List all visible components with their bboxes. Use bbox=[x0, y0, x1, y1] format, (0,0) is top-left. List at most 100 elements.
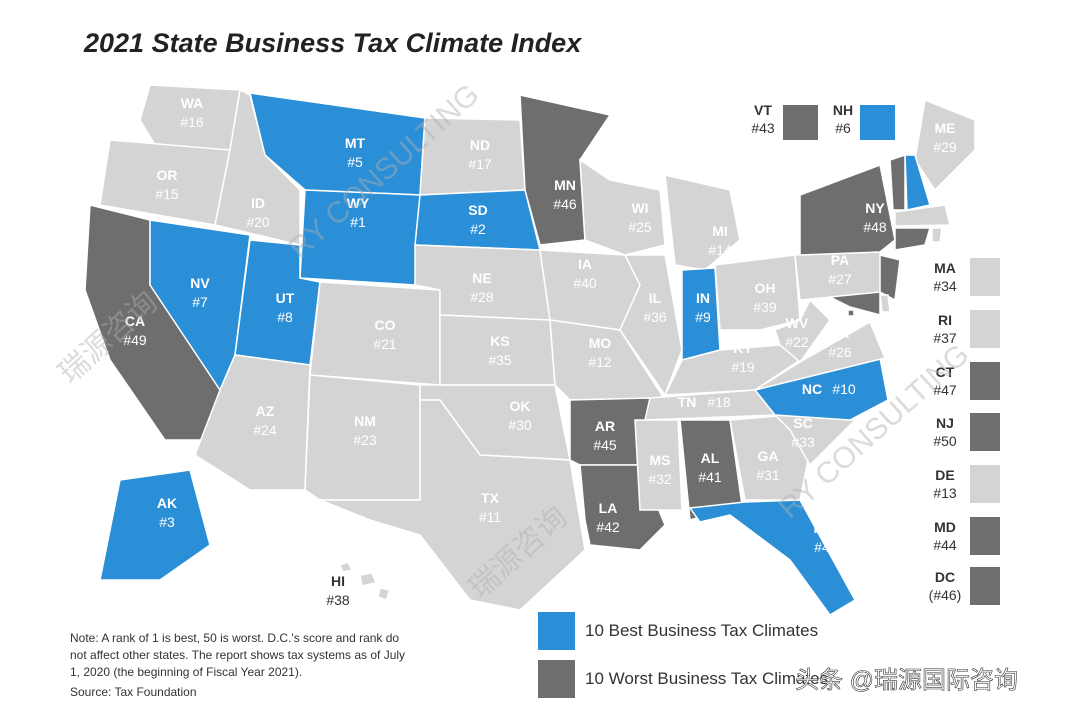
state-rank: #39 bbox=[753, 299, 777, 315]
state-abbr: WV bbox=[786, 315, 809, 331]
state-rank: #5 bbox=[347, 154, 363, 170]
inset-box bbox=[970, 413, 1000, 451]
state-rank: #35 bbox=[488, 352, 512, 368]
state-rank: #27 bbox=[828, 271, 852, 287]
state-abbr: OK bbox=[510, 398, 531, 414]
state-rank: #4 bbox=[814, 539, 830, 555]
note-line: not affect other states. The report show… bbox=[70, 648, 405, 662]
state-rank: #3 bbox=[159, 514, 175, 530]
state-abbr: SC bbox=[793, 415, 812, 431]
inset-box bbox=[970, 258, 1000, 296]
state-rank: #20 bbox=[246, 214, 270, 230]
inset-abbr: NH bbox=[833, 102, 853, 118]
state-rank: #10 bbox=[832, 381, 856, 397]
inset-rank: (#46) bbox=[929, 587, 962, 603]
state-rank: #16 bbox=[180, 114, 204, 130]
state-shape bbox=[879, 254, 901, 302]
state-abbr: WA bbox=[181, 95, 204, 111]
state-rank: #41 bbox=[698, 469, 722, 485]
legend-swatch bbox=[538, 660, 575, 698]
inset-rank: #34 bbox=[933, 278, 957, 294]
inset-box bbox=[860, 105, 895, 140]
state-abbr: KS bbox=[490, 333, 509, 349]
inset-box bbox=[970, 310, 1000, 348]
state-abbr: GA bbox=[758, 448, 779, 464]
state-abbr: ID bbox=[251, 195, 265, 211]
state-shape bbox=[914, 98, 976, 192]
state-shape bbox=[889, 153, 906, 211]
title: 2021 State Business Tax Climate Index bbox=[83, 28, 582, 58]
state-abbr: MO bbox=[589, 335, 612, 351]
source: Source: Tax Foundation bbox=[70, 685, 197, 699]
state-shape bbox=[579, 158, 666, 256]
state-rank: #28 bbox=[470, 289, 494, 305]
state-abbr: OR bbox=[157, 167, 178, 183]
state-shape bbox=[99, 469, 211, 581]
state-abbr: NV bbox=[190, 275, 210, 291]
state-abbr: HI bbox=[331, 573, 345, 589]
state-shape bbox=[339, 561, 392, 601]
state-abbr: NC bbox=[802, 381, 822, 397]
state-abbr: SD bbox=[468, 202, 487, 218]
state-abbr: WI bbox=[631, 200, 648, 216]
note-line: 1, 2020 (the beginning of Fiscal Year 20… bbox=[70, 665, 302, 679]
legend-swatch bbox=[538, 612, 575, 650]
state-shape bbox=[439, 314, 556, 386]
state-shape bbox=[847, 309, 855, 317]
state-rank: #22 bbox=[785, 334, 809, 350]
state-abbr: CO bbox=[375, 317, 396, 333]
inset-abbr: MA bbox=[934, 260, 956, 276]
state-shape bbox=[894, 227, 932, 251]
state-abbr: NY bbox=[865, 200, 885, 216]
state-abbr: MI bbox=[712, 223, 728, 239]
state-abbr: MS bbox=[650, 452, 671, 468]
state-abbr: OH bbox=[755, 280, 776, 296]
state-abbr: UT bbox=[276, 290, 295, 306]
state-abbr: AL bbox=[701, 450, 720, 466]
state-abbr: TX bbox=[481, 490, 500, 506]
state-rank: #14 bbox=[708, 242, 732, 258]
state-abbr: IN bbox=[696, 290, 710, 306]
state-abbr: IA bbox=[578, 256, 592, 272]
state-abbr: AR bbox=[595, 418, 615, 434]
state-rank: #40 bbox=[573, 275, 597, 291]
inset-box bbox=[970, 465, 1000, 503]
state-rank: #32 bbox=[648, 471, 672, 487]
state-shape bbox=[931, 227, 943, 243]
state-abbr: VA bbox=[831, 325, 849, 341]
state-rank: #15 bbox=[155, 186, 179, 202]
state-shape bbox=[194, 354, 311, 491]
inset-box bbox=[970, 567, 1000, 605]
state-abbr: ND bbox=[470, 137, 490, 153]
state-rank: #7 bbox=[192, 294, 208, 310]
state-rank: #31 bbox=[756, 467, 780, 483]
state-rank: #29 bbox=[933, 139, 957, 155]
state-shape bbox=[879, 294, 891, 313]
state-abbr: NM bbox=[354, 413, 376, 429]
inset-abbr: VT bbox=[754, 102, 772, 118]
state-abbr: NE bbox=[472, 270, 491, 286]
inset-abbr: MD bbox=[934, 519, 956, 535]
state-shape bbox=[688, 499, 857, 616]
state-rank: #1 bbox=[350, 214, 366, 230]
state-abbr: MN bbox=[554, 177, 576, 193]
credit: 头条 @瑞源国际咨询 bbox=[795, 667, 1018, 694]
state-abbr: MT bbox=[345, 135, 366, 151]
state-shape bbox=[904, 154, 931, 211]
state-shape bbox=[714, 254, 801, 331]
state-rank: #12 bbox=[588, 354, 612, 370]
state-abbr: TN bbox=[678, 394, 697, 410]
state-shape bbox=[309, 281, 441, 386]
inset-box bbox=[783, 105, 818, 140]
legend-label: 10 Best Business Tax Climates bbox=[585, 621, 818, 640]
state-rank: #23 bbox=[353, 432, 377, 448]
inset-rank: #50 bbox=[933, 433, 957, 449]
inset-rank: #47 bbox=[933, 382, 957, 398]
state-rank: #21 bbox=[373, 336, 397, 352]
state-shape bbox=[799, 163, 896, 256]
inset-abbr: CT bbox=[936, 364, 955, 380]
inset-rank: #13 bbox=[933, 485, 957, 501]
inset-abbr: RI bbox=[938, 312, 952, 328]
inset-rank: #44 bbox=[933, 537, 957, 553]
